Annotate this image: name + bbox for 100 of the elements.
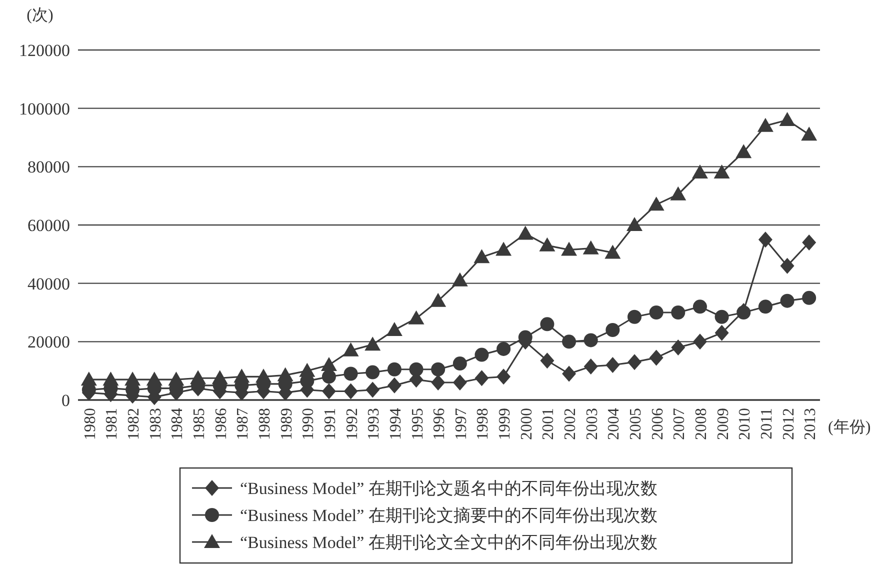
y-axis-title: (次)	[26, 7, 54, 24]
x-tick-label: 1981	[104, 408, 121, 440]
x-tick-label: 2006	[649, 408, 666, 440]
point	[584, 358, 598, 374]
point	[366, 382, 380, 398]
point	[714, 164, 730, 178]
x-tick-label: 1987	[234, 408, 252, 440]
point	[366, 365, 380, 380]
point	[562, 334, 576, 349]
point	[452, 356, 467, 371]
point	[779, 112, 796, 126]
legend-label: “Business Model” 在期刊论文摘要中的不同年份出现次数	[240, 506, 658, 525]
point	[649, 350, 664, 366]
point	[430, 292, 446, 307]
point	[364, 336, 381, 351]
point	[342, 342, 359, 356]
point	[540, 317, 554, 332]
legend-label: “Business Model” 在期刊论文题名中的不同年份出现次数	[240, 479, 658, 498]
legend-label: “Business Model” 在期刊论文全文中的不同年份出现次数	[240, 533, 658, 552]
point	[496, 368, 511, 385]
point	[386, 322, 402, 336]
point	[628, 310, 642, 324]
x-tick-label: 1982	[126, 408, 143, 440]
point	[628, 354, 642, 370]
point	[474, 348, 489, 362]
point	[387, 377, 402, 394]
x-tick-label: 2012	[780, 408, 798, 440]
point	[517, 226, 534, 240]
point	[322, 370, 336, 384]
point	[190, 370, 206, 384]
y-tick-label: 80000	[28, 158, 70, 177]
point	[626, 217, 642, 231]
point	[757, 118, 774, 132]
point	[692, 164, 708, 178]
x-axis-title: (年份)	[828, 419, 871, 436]
point	[322, 383, 336, 400]
point	[692, 334, 707, 350]
point	[344, 383, 358, 400]
x-tick-label: 1984	[169, 408, 186, 440]
point	[802, 290, 816, 305]
x-tick-label: 1983	[147, 408, 164, 440]
point	[452, 272, 468, 286]
x-tick-label: 1990	[300, 408, 318, 440]
point	[344, 366, 358, 381]
x-tick-label: 2003	[584, 408, 601, 440]
point	[474, 249, 490, 264]
x-tick-label: 1997	[452, 408, 470, 440]
x-tick-label: 2004	[606, 408, 623, 440]
point	[671, 340, 686, 356]
point	[692, 300, 707, 314]
x-tick-label: 1996	[431, 408, 448, 440]
x-tick-label: 1995	[409, 408, 426, 440]
point	[409, 362, 424, 376]
point	[670, 186, 686, 200]
y-tick-label: 100000	[19, 99, 70, 118]
x-tick-label: 2002	[562, 408, 580, 440]
point	[496, 242, 512, 256]
point	[648, 196, 664, 211]
point	[540, 352, 554, 369]
x-tick-label: 2007	[671, 408, 688, 440]
point	[320, 357, 337, 371]
x-tick-label: 2010	[736, 408, 754, 440]
x-tick-label: 2000	[518, 408, 536, 440]
x-tick-label: 1988	[256, 408, 274, 440]
point	[604, 244, 621, 259]
x-tick-label: 1993	[366, 408, 383, 440]
point	[168, 372, 184, 386]
point	[539, 237, 556, 252]
x-tick-label: 1986	[212, 408, 230, 440]
point	[606, 323, 620, 337]
x-tick-label: 1999	[496, 408, 514, 440]
point	[299, 362, 316, 377]
x-tick-label: 1991	[322, 408, 339, 440]
x-tick-label: 1994	[387, 408, 404, 440]
point	[714, 310, 729, 324]
point	[256, 368, 272, 383]
point	[124, 372, 141, 386]
point	[431, 362, 446, 376]
point	[780, 258, 794, 274]
point	[758, 300, 772, 314]
x-tick-label: 1980	[82, 408, 99, 440]
y-tick-label: 60000	[28, 216, 70, 235]
point	[277, 367, 294, 382]
point	[408, 310, 424, 324]
point	[736, 144, 752, 158]
point	[234, 368, 250, 383]
point	[431, 374, 446, 390]
point	[801, 126, 818, 141]
y-tick-label: 120000	[19, 41, 70, 60]
x-tick-label: 2005	[628, 408, 644, 440]
x-tick-label: 2008	[692, 408, 710, 440]
point	[736, 306, 751, 320]
point	[582, 240, 599, 254]
x-tick-label: 2013	[802, 408, 820, 440]
point	[80, 372, 97, 386]
point	[561, 242, 578, 256]
point	[802, 234, 816, 250]
point	[649, 306, 664, 320]
x-tick-label: 1985	[191, 408, 208, 440]
point	[671, 306, 686, 320]
